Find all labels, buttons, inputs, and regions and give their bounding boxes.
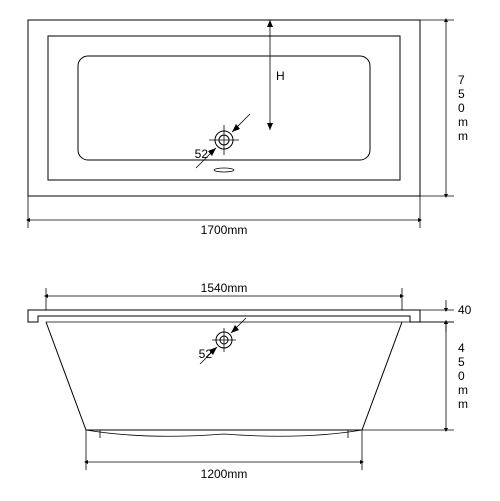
height-dim-450: 4 5 0 m m bbox=[362, 322, 468, 430]
drain-dim-front: 52 bbox=[199, 318, 246, 364]
height-dim-750-label-4: m bbox=[458, 115, 468, 129]
overflow-slot bbox=[214, 168, 234, 172]
height-dim-40-label: 40 bbox=[458, 303, 472, 317]
height-dim-750-label-3: 0 bbox=[458, 101, 465, 115]
width-dim-1200: 1200mm bbox=[86, 430, 362, 481]
height-dim-750-label-1: 7 bbox=[458, 73, 465, 87]
plan-view: H 52 1700mm 7 5 0 m m bbox=[28, 20, 468, 237]
width-dim-1700-label: 1700mm bbox=[201, 223, 248, 237]
drain-dim-plan-label: 52 bbox=[195, 147, 209, 161]
front-view: 52 1540mm 1200mm 40 4 bbox=[28, 281, 472, 481]
height-dim-450-label-4: m bbox=[458, 383, 468, 397]
width-dim-1700: 1700mm bbox=[28, 196, 420, 237]
height-dim-450-label-1: 4 bbox=[458, 341, 465, 355]
drain-dim-front-label: 52 bbox=[199, 347, 213, 361]
height-dim-750: 7 5 0 m m bbox=[420, 20, 468, 196]
height-dim-750-label-5: m bbox=[458, 129, 468, 143]
width-dim-1540-label: 1540mm bbox=[201, 281, 248, 295]
width-dim-1540: 1540mm bbox=[46, 281, 402, 310]
height-dim-450-label-3: 0 bbox=[458, 369, 465, 383]
width-dim-1200-label: 1200mm bbox=[201, 467, 248, 481]
center-h-label: H bbox=[276, 69, 285, 83]
height-dim-450-label-2: 5 bbox=[458, 355, 465, 369]
height-dim-450-label-5: m bbox=[458, 397, 468, 411]
height-dim-750-label-2: 5 bbox=[458, 87, 465, 101]
